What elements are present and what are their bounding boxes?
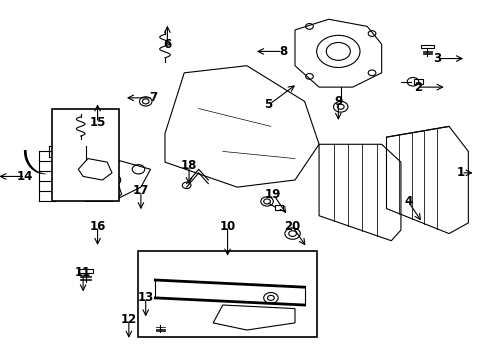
- Text: 6: 6: [163, 38, 171, 51]
- Text: 7: 7: [148, 91, 157, 104]
- Text: 2: 2: [413, 81, 421, 94]
- Text: 4: 4: [403, 195, 411, 208]
- Bar: [138, 251, 316, 337]
- Text: 10: 10: [219, 220, 235, 233]
- Bar: [274, 205, 283, 210]
- Text: 14: 14: [17, 170, 34, 183]
- Bar: [413, 79, 422, 84]
- Text: 8: 8: [278, 45, 286, 58]
- Bar: [154, 322, 166, 325]
- Text: 17: 17: [133, 184, 149, 197]
- Bar: [52, 109, 119, 202]
- Text: 20: 20: [284, 220, 300, 233]
- Text: 5: 5: [264, 99, 272, 112]
- Text: 1: 1: [456, 166, 464, 179]
- Text: 12: 12: [121, 313, 137, 326]
- Text: 13: 13: [137, 291, 154, 305]
- Text: 9: 9: [333, 95, 342, 108]
- Text: 19: 19: [264, 188, 281, 201]
- Text: 11: 11: [75, 266, 91, 279]
- Text: 18: 18: [181, 159, 197, 172]
- Text: 15: 15: [89, 116, 105, 129]
- Bar: [420, 45, 433, 48]
- Text: 3: 3: [432, 52, 440, 65]
- Bar: [78, 269, 93, 273]
- Text: 16: 16: [89, 220, 105, 233]
